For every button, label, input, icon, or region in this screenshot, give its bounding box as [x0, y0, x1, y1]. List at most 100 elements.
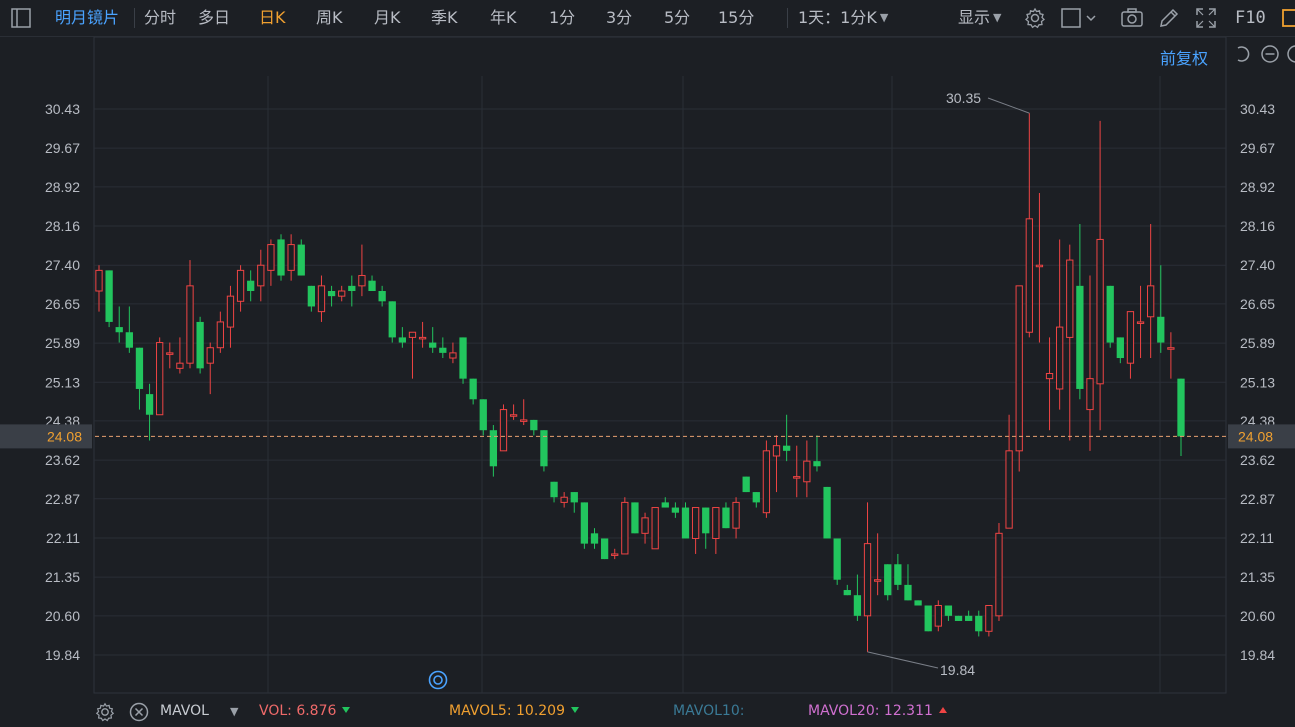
- tab-period-9[interactable]: 5分: [664, 8, 691, 27]
- tab-period-10[interactable]: 15分: [718, 8, 755, 27]
- candle: [1066, 244, 1074, 441]
- indicator-name[interactable]: MAVOL: [160, 703, 209, 719]
- y-tick-label: 25.89: [45, 335, 80, 351]
- candle-body: [550, 481, 558, 498]
- tab-period-2[interactable]: 日K: [259, 8, 286, 27]
- candle: [216, 311, 224, 353]
- candle: [509, 404, 518, 420]
- candle-body: [965, 615, 973, 621]
- candle: [1157, 265, 1165, 353]
- candle-body: [641, 517, 649, 534]
- candle-body: [975, 615, 983, 632]
- indicator-settings-icon[interactable]: [94, 701, 116, 723]
- candle: [954, 615, 963, 621]
- adjust-mode-label[interactable]: 前复权: [1160, 49, 1209, 68]
- candle-body: [1177, 378, 1185, 437]
- candle: [853, 574, 862, 621]
- sidebar-toggle-icon[interactable]: [10, 0, 34, 36]
- candle-body: [934, 605, 942, 627]
- candle: [307, 285, 315, 312]
- candle-body: [985, 605, 993, 632]
- candle-body: [135, 347, 144, 389]
- y-tick-label: 28.16: [1240, 218, 1275, 234]
- candle: [530, 419, 538, 436]
- stock-name[interactable]: 明月镜片: [55, 8, 120, 27]
- multi-period-select[interactable]: 1天：1分K ▼: [798, 0, 888, 36]
- candle-body: [530, 419, 538, 431]
- candle: [348, 275, 356, 307]
- zoom-out-icon[interactable]: [1260, 44, 1280, 64]
- candle-body: [429, 342, 437, 348]
- plot-frame: [93, 36, 1227, 694]
- up-arrow-icon: [938, 707, 947, 713]
- candle-body: [125, 332, 133, 348]
- candle-body: [843, 590, 851, 596]
- candle: [1025, 113, 1033, 338]
- settings-gear-icon[interactable]: [1023, 6, 1047, 30]
- tab-period-4[interactable]: 月K: [374, 8, 401, 27]
- y-tick-label: 19.84: [45, 647, 80, 663]
- max-leader-line: [987, 97, 1030, 114]
- tab-period-6[interactable]: 年K: [490, 8, 517, 27]
- panel-icon[interactable]: [1281, 6, 1295, 30]
- candle: [166, 342, 174, 369]
- candle-body: [439, 347, 447, 353]
- locate-icon[interactable]: [428, 670, 448, 690]
- candle-body: [95, 269, 103, 292]
- candle: [661, 497, 669, 508]
- candle: [196, 316, 204, 374]
- tab-period-7[interactable]: 1分: [549, 8, 576, 27]
- y-tick-label: 20.60: [1240, 608, 1275, 624]
- candle-body: [762, 450, 771, 514]
- candle: [965, 610, 973, 621]
- candle: [327, 285, 336, 307]
- candle: [671, 502, 680, 518]
- chevron-down-icon[interactable]: ▼: [230, 705, 239, 718]
- candle: [560, 492, 568, 508]
- candle: [1106, 285, 1114, 348]
- candle: [823, 486, 831, 539]
- tab-period-0[interactable]: 分时: [144, 8, 177, 27]
- candle: [469, 378, 477, 405]
- current-price-tag: [1228, 424, 1295, 449]
- zoom-in-icon[interactable]: [1286, 44, 1295, 64]
- camera-icon[interactable]: [1120, 6, 1144, 30]
- current-price-tag: [0, 424, 92, 449]
- candle: [772, 435, 781, 493]
- undo-icon[interactable]: [1233, 44, 1253, 64]
- candle: [236, 265, 245, 312]
- vol-readout: VOL: 6.876: [259, 703, 351, 719]
- f10-button[interactable]: F10: [1235, 8, 1266, 28]
- candle: [520, 399, 528, 426]
- candle-body: [722, 507, 730, 529]
- candle-body: [1015, 285, 1023, 452]
- min-price-label: 19.84: [940, 662, 975, 678]
- y-tick-label: 25.13: [1240, 374, 1275, 390]
- candle: [429, 327, 437, 353]
- y-tick-label: 25.13: [45, 374, 80, 390]
- candle-body: [823, 486, 831, 539]
- candle-body: [509, 414, 518, 417]
- pencil-icon[interactable]: [1157, 6, 1181, 30]
- layout-select-icon[interactable]: [1060, 6, 1100, 30]
- candle-body: [540, 430, 548, 467]
- candle: [600, 538, 609, 560]
- candle-body: [489, 430, 498, 467]
- y-tick-label: 22.11: [46, 530, 80, 546]
- candle: [1136, 285, 1145, 359]
- chevron-down-icon: ▼: [993, 11, 1002, 24]
- fullscreen-icon[interactable]: [1194, 6, 1218, 30]
- close-indicator-icon[interactable]: [128, 701, 150, 723]
- candle: [489, 425, 498, 477]
- tab-period-1[interactable]: 多日: [198, 8, 231, 27]
- y-tick-label: 28.92: [1240, 179, 1275, 195]
- candle: [732, 497, 740, 539]
- candle-body: [267, 244, 275, 271]
- tab-period-8[interactable]: 3分: [606, 8, 633, 27]
- candle-body: [105, 270, 113, 322]
- tab-period-5[interactable]: 季K: [431, 8, 458, 27]
- mavol5-value: 10.209: [516, 703, 565, 719]
- display-menu[interactable]: 显示 ▼: [958, 0, 1001, 36]
- tab-period-3[interactable]: 周K: [316, 8, 343, 27]
